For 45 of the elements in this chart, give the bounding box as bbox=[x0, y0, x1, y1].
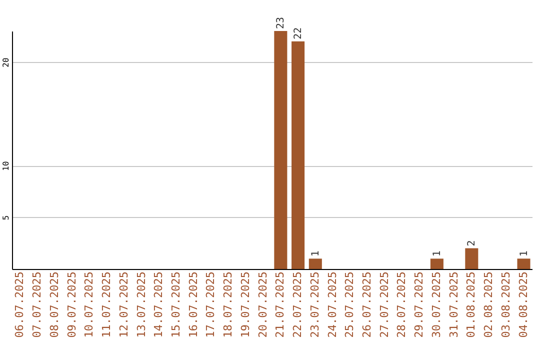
y-tick-label: 10 bbox=[2, 161, 10, 171]
x-tick-label: 06.07.2025 bbox=[13, 272, 26, 338]
bar bbox=[465, 248, 478, 269]
x-tick-label: 03.08.2025 bbox=[499, 272, 512, 338]
data-label: 2 bbox=[466, 240, 478, 246]
x-tick-label: 28.07.2025 bbox=[395, 272, 408, 338]
y-tick-label: 5 bbox=[2, 215, 10, 220]
x-tick-label: 08.07.2025 bbox=[48, 272, 61, 338]
x-tick-label: 30.07.2025 bbox=[430, 272, 443, 338]
bar bbox=[308, 258, 322, 269]
x-tick-label: 21.07.2025 bbox=[274, 272, 287, 338]
x-tick-label: 23.07.2025 bbox=[308, 272, 322, 338]
x-tick-label: 25.07.2025 bbox=[343, 272, 356, 338]
bar bbox=[430, 258, 444, 269]
bar bbox=[517, 258, 530, 269]
bar bbox=[274, 31, 288, 269]
x-tick-label: 12.07.2025 bbox=[117, 272, 130, 338]
x-tick-label: 02.08.2025 bbox=[482, 272, 496, 338]
x-tick-label: 01.08.2025 bbox=[464, 272, 478, 338]
x-tick-label: 27.07.2025 bbox=[378, 272, 391, 338]
x-tick-label: 31.07.2025 bbox=[447, 272, 460, 338]
x-tick-label: 11.07.2025 bbox=[100, 272, 114, 338]
x-tick-label: 17.07.2025 bbox=[204, 272, 218, 338]
data-label: 1 bbox=[518, 250, 530, 257]
x-tick-label: 07.07.2025 bbox=[30, 272, 44, 338]
x-tick-label: 20.07.2025 bbox=[256, 272, 270, 338]
x-tick-label: 29.07.2025 bbox=[412, 272, 426, 338]
x-tick-label: 10.07.2025 bbox=[82, 272, 96, 338]
y-tick-label: 20 bbox=[2, 58, 10, 68]
x-tick-label: 18.07.2025 bbox=[222, 272, 235, 338]
x-tick-label: 15.07.2025 bbox=[170, 272, 183, 338]
data-label: 23 bbox=[276, 16, 287, 29]
x-tick-label: 14.07.2025 bbox=[152, 272, 166, 338]
data-label: 22 bbox=[293, 27, 304, 40]
x-tick-label: 09.07.2025 bbox=[65, 272, 78, 338]
x-tick-label: 19.07.2025 bbox=[238, 272, 252, 338]
x-tick-label: 04.08.2025 bbox=[516, 272, 530, 338]
bar bbox=[292, 41, 305, 269]
x-tick-label: 13.07.2025 bbox=[134, 272, 148, 338]
x-tick-label: 16.07.2025 bbox=[186, 272, 200, 338]
x-tick-label: 22.07.2025 bbox=[291, 272, 304, 338]
data-label: 1 bbox=[310, 250, 322, 257]
x-tick-label: 26.07.2025 bbox=[360, 272, 374, 338]
x-tick-label: 24.07.2025 bbox=[326, 272, 339, 338]
data-label: 1 bbox=[432, 250, 443, 257]
